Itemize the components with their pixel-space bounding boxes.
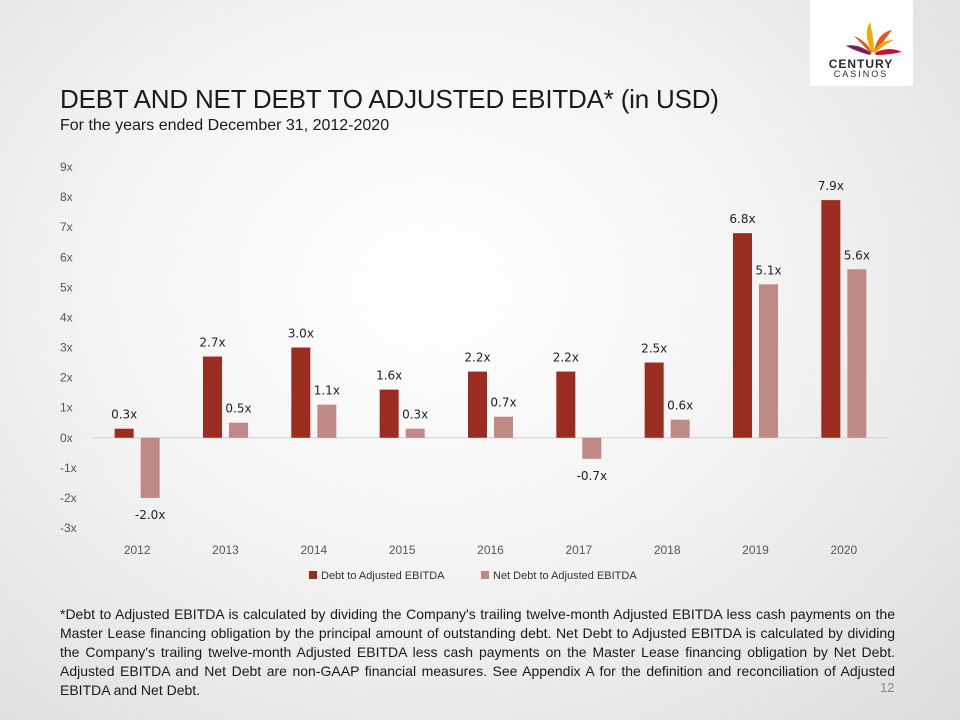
bar-debt-2019 [733,233,752,438]
burst-logo-icon: CENTURY CASINOS [829,22,902,79]
bar-debt-2013 [203,356,222,438]
debt-ebitda-bar-chart: 9x 8x 7x 6x 5x 4x 3x 2x 1x 0x -1x -2x -3x 0.3x -2.0x 20… [60,160,888,582]
bar-net-debt-2020 [847,269,867,438]
logo-line2: CASINOS [834,69,889,79]
data-label: 2.7x [199,336,225,350]
logo-line1: CENTURY [829,57,894,71]
data-label: 2.5x [641,342,667,356]
page-title: DEBT AND NET DEBT TO ADJUSTED EBITDA* (i… [60,84,719,114]
x-category-label: 2013 [212,543,239,557]
data-label: 7.9x [818,179,844,193]
data-label: 1.6x [376,369,402,383]
x-category-label: 2015 [389,543,416,557]
data-label: -0.7x [577,469,608,483]
data-label: 6.8x [729,212,755,226]
data-label: 3.0x [288,327,314,341]
data-label: 5.1x [755,263,781,277]
bar-debt-2018 [644,362,664,438]
y-tick-label: -1x [60,461,77,475]
y-tick-label: 1x [60,401,73,415]
x-category-label: 2020 [830,543,857,557]
bar-debt-2020 [821,200,841,438]
footnote: *Debt to Adjusted EBITDA is calculated b… [60,606,895,698]
data-label: 2.2x [553,351,579,365]
bar-debt-2016 [468,371,487,438]
bar-net-debt-2013 [229,422,248,438]
legend-label-debt: Debt to Adjusted EBITDA [321,570,445,582]
data-label: 0.6x [667,399,693,413]
bar-net-debt-2016 [494,416,513,438]
x-category-label: 2016 [477,543,504,557]
bar-debt-2015 [379,389,399,438]
legend-swatch-debt [309,571,317,579]
x-category-label: 2017 [565,543,592,557]
y-tick-label: 9x [60,160,73,174]
y-tick-label: -2x [60,491,77,505]
legend-label-net-debt: Net Debt to Adjusted EBITDA [493,570,637,582]
y-tick-label: 6x [60,250,73,264]
page-subtitle: For the years ended December 31, 2012-20… [60,117,390,134]
y-tick-label: 0x [60,431,73,445]
legend-swatch-net-debt [481,571,489,579]
y-tick-label: 3x [60,341,73,355]
data-label: 0.5x [225,402,251,416]
data-label: -2.0x [135,508,166,522]
century-casinos-logo: CENTURY CASINOS [810,0,913,86]
y-tick-label: 4x [60,310,73,324]
bar-net-debt-2018 [670,419,690,438]
data-label: 1.1x [314,384,340,398]
x-category-label: 2012 [124,543,151,557]
data-label: 0.7x [490,396,516,410]
y-tick-label: 7x [60,220,73,234]
data-label: 2.2x [464,351,490,365]
bar-net-debt-2017 [582,437,602,459]
y-tick-label: 8x [60,190,73,204]
x-category-label: 2018 [654,543,681,557]
bar-net-debt-2019 [759,284,778,438]
bar-net-debt-2012 [140,437,160,498]
y-tick-label: 5x [60,280,73,294]
y-tick-label: 2x [60,371,73,385]
bar-debt-2012 [114,428,134,438]
page-number: 12 [880,680,895,695]
bar-debt-2017 [556,371,576,438]
data-label: 0.3x [111,408,137,422]
x-category-label: 2014 [300,543,327,557]
data-label: 0.3x [402,408,428,422]
x-category-label: 2019 [742,543,769,557]
bar-debt-2014 [291,347,311,438]
bar-net-debt-2014 [317,404,337,438]
y-tick-label: -3x [60,521,77,535]
bar-net-debt-2015 [405,428,425,438]
data-label: 5.6x [844,248,870,262]
